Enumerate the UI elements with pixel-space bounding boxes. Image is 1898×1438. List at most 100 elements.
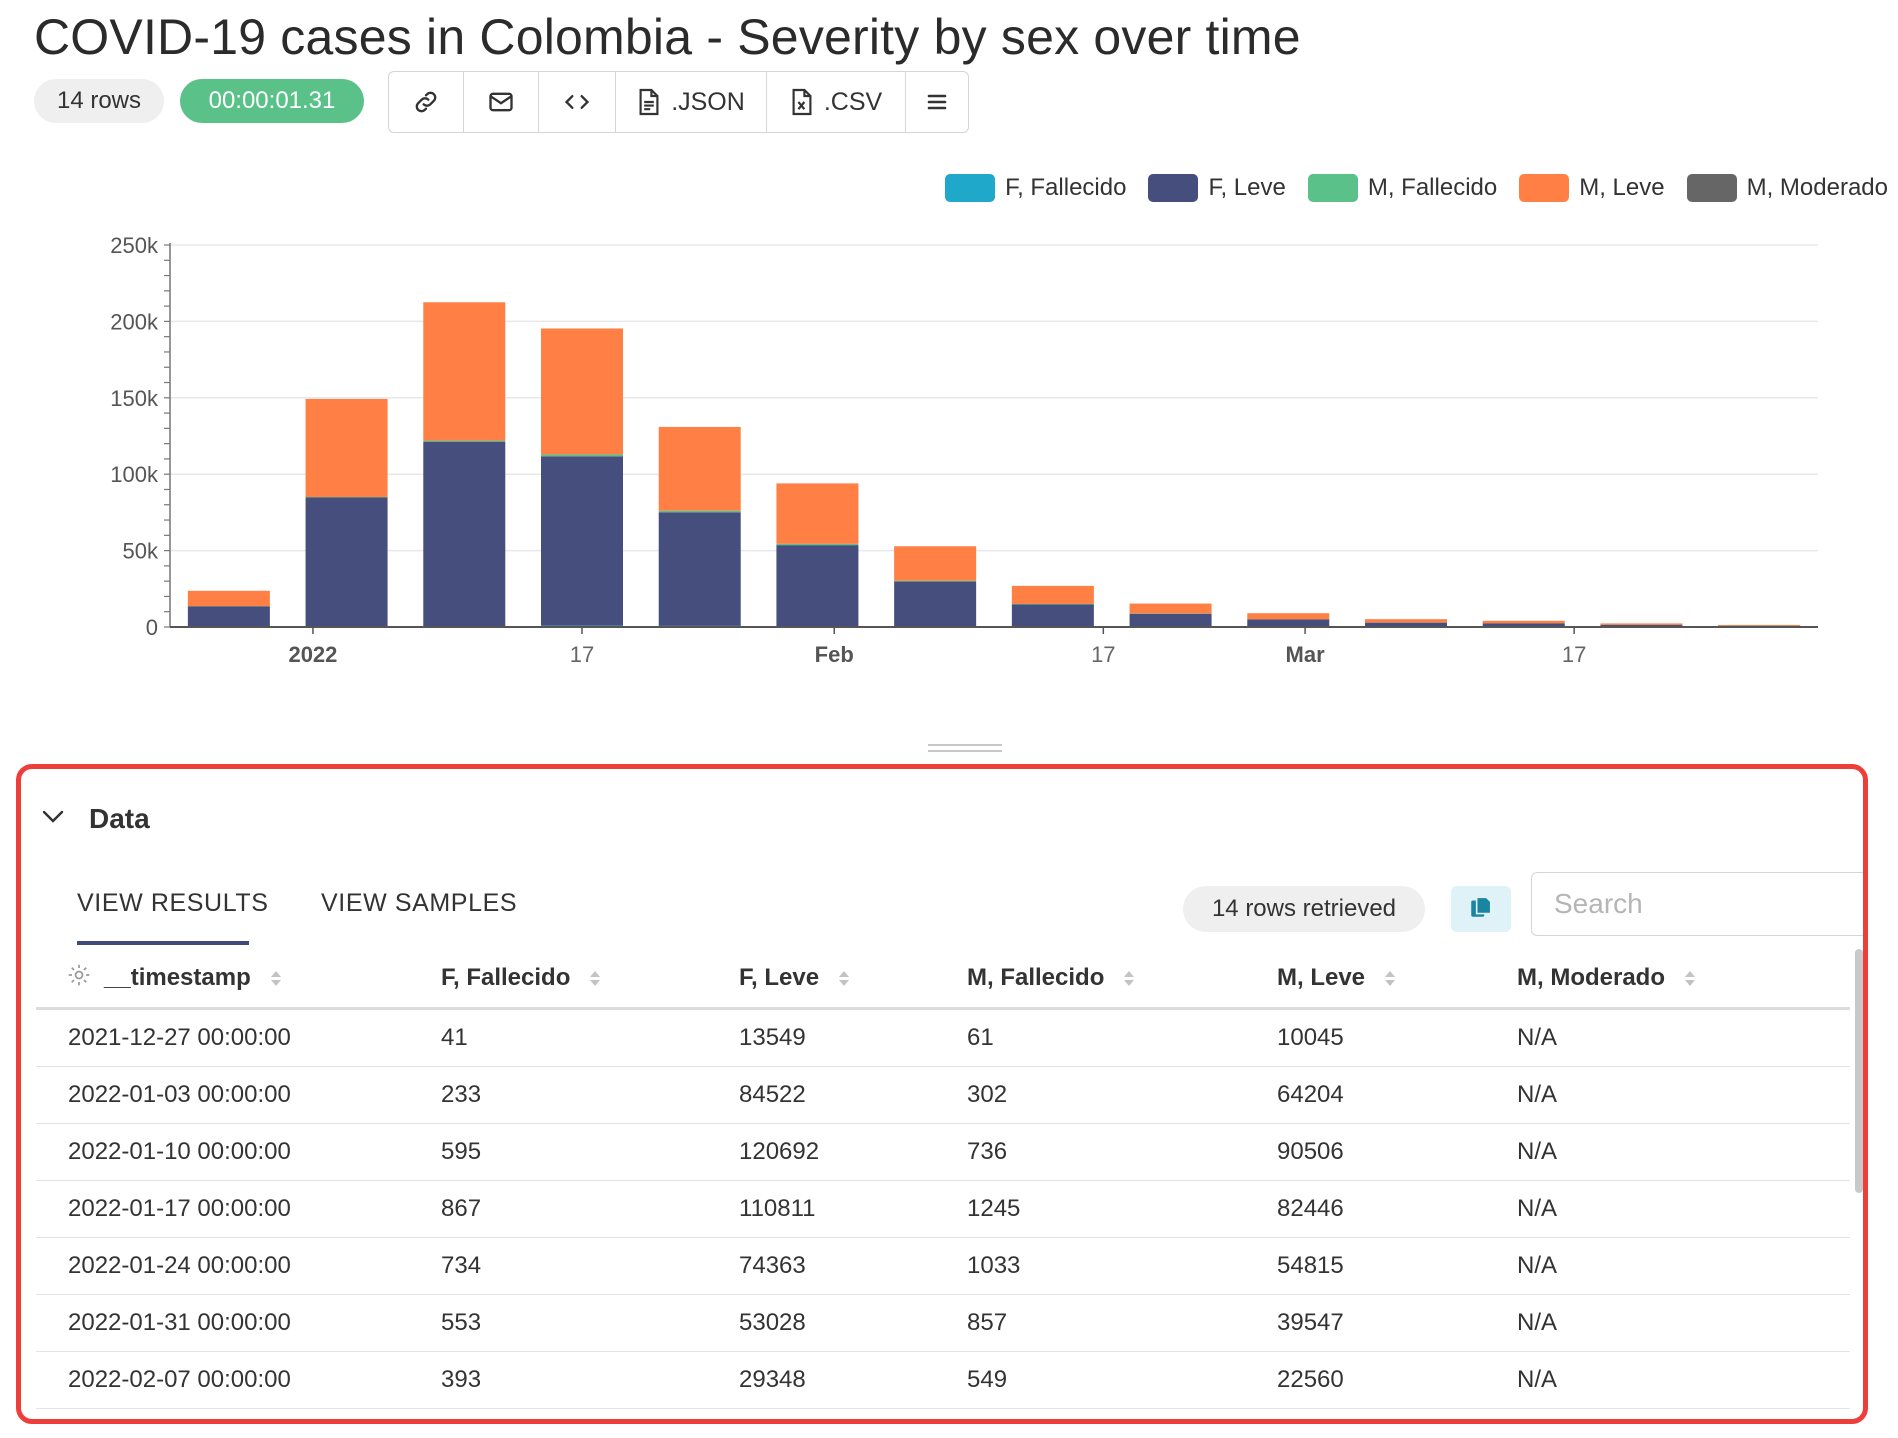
- y-tick-label: 200k: [110, 309, 159, 334]
- tab-view-results[interactable]: VIEW RESULTS: [77, 889, 269, 917]
- cell-value: 734: [441, 1237, 739, 1295]
- cell-value: 22560: [1277, 1351, 1517, 1409]
- x-tick-label: Feb: [815, 642, 854, 667]
- sort-icon[interactable]: [1124, 970, 1135, 986]
- table-row: 2022-01-31 00:00:00 553 53028 857 39547 …: [36, 1294, 1850, 1352]
- cell-value: 867: [441, 1180, 739, 1238]
- bar-segment: [894, 581, 977, 627]
- cell-value: 54815: [1277, 1237, 1517, 1295]
- cell-value: 13549: [739, 1008, 967, 1067]
- column-header-label: M, Leve: [1277, 964, 1366, 991]
- bar-segment: [1011, 585, 1094, 604]
- row-count-badge: 14 rows: [34, 79, 164, 123]
- cell-value: 857: [967, 1294, 1277, 1352]
- sort-icon[interactable]: [1385, 970, 1396, 986]
- bar-segment: [1247, 619, 1330, 627]
- chart-toolbar: .JSON .CSV: [388, 71, 969, 133]
- table-scrollbar[interactable]: [1855, 949, 1863, 1193]
- page-title: COVID-19 cases in Colombia - Severity by…: [34, 9, 1301, 65]
- export-json-button[interactable]: .JSON: [616, 72, 767, 132]
- table-row: 2022-01-17 00:00:00 867 110811 1245 8244…: [36, 1180, 1850, 1238]
- column-header-f-fallecido[interactable]: F, Fallecido: [441, 949, 739, 1010]
- legend-item[interactable]: F, Leve: [1148, 174, 1286, 202]
- data-panel: Data VIEW RESULTS VIEW SAMPLES 14 rows r…: [16, 764, 1868, 1424]
- bar-segment: [776, 545, 859, 627]
- sort-icon[interactable]: [590, 970, 601, 986]
- bar-segment: [1247, 613, 1330, 620]
- data-panel-header[interactable]: Data: [41, 803, 150, 835]
- cell-value: 553: [441, 1294, 739, 1352]
- column-header-f-leve[interactable]: F, Leve: [739, 949, 967, 1010]
- legend-item[interactable]: M, Leve: [1519, 174, 1665, 202]
- cell-value: 74363: [739, 1237, 967, 1295]
- column-header-m-fallecido[interactable]: M, Fallecido: [967, 949, 1277, 1010]
- cell-value: 90506: [1277, 1123, 1517, 1181]
- active-tab-indicator: [77, 941, 249, 945]
- spreadsheet-icon: [790, 87, 814, 117]
- y-tick-label: 0: [146, 615, 158, 640]
- table-row: 2022-01-03 00:00:00 233 84522 302 64204 …: [36, 1066, 1850, 1124]
- search-input[interactable]: [1531, 872, 1863, 936]
- code-icon: [562, 88, 592, 116]
- chevron-down-icon[interactable]: [41, 809, 65, 830]
- embed-code-button[interactable]: [539, 72, 616, 132]
- cell-value: 393: [441, 1351, 739, 1409]
- bar-segment: [305, 496, 388, 498]
- copy-to-clipboard-button[interactable]: [1451, 886, 1511, 932]
- cell-value: N/A: [1517, 1237, 1850, 1295]
- legend-swatch: [1148, 174, 1199, 202]
- sort-icon[interactable]: [839, 970, 850, 986]
- legend-label: M, Fallecido: [1367, 174, 1498, 201]
- cell-value: 10045: [1277, 1008, 1517, 1067]
- sort-icon[interactable]: [1685, 970, 1695, 986]
- cell-value: N/A: [1517, 1351, 1850, 1409]
- legend-item[interactable]: M, Moderado: [1686, 174, 1888, 202]
- column-header-label: F, Fallecido: [441, 964, 571, 991]
- table-header-row: __timestamp F, Fallecido F, Leve M, Fall…: [36, 949, 1850, 1010]
- more-options-button[interactable]: [906, 72, 968, 132]
- bar-segment: [658, 426, 741, 511]
- bar-segment: [776, 543, 859, 546]
- data-panel-title: Data: [89, 803, 150, 834]
- column-header-timestamp[interactable]: __timestamp: [36, 949, 441, 1010]
- legend-swatch: [945, 174, 996, 202]
- file-icon: [637, 87, 661, 117]
- cell-value: 82446: [1277, 1180, 1517, 1238]
- bar-segment: [187, 606, 270, 627]
- cell-timestamp: 2022-02-07 00:00:00: [36, 1351, 441, 1409]
- legend-item[interactable]: F, Fallecido: [945, 174, 1126, 202]
- legend-item[interactable]: M, Fallecido: [1307, 174, 1498, 202]
- results-table: __timestamp F, Fallecido F, Leve M, Fall…: [36, 949, 1850, 1409]
- export-csv-label: .CSV: [823, 87, 883, 116]
- column-header-label: F, Leve: [739, 964, 820, 991]
- export-json-label: .JSON: [671, 87, 745, 116]
- export-csv-button[interactable]: .CSV: [767, 72, 906, 132]
- cell-timestamp: 2022-01-03 00:00:00: [36, 1066, 441, 1124]
- copy-link-button[interactable]: [389, 72, 464, 132]
- query-timer-badge: 00:00:01.31: [180, 79, 364, 123]
- cell-value: 53028: [739, 1294, 967, 1352]
- tab-view-samples[interactable]: VIEW SAMPLES: [321, 889, 518, 917]
- bar-segment: [1129, 603, 1212, 614]
- bar-segment: [423, 440, 506, 442]
- table-row: 2022-02-07 00:00:00 393 29348 549 22560 …: [36, 1351, 1850, 1409]
- gear-icon[interactable]: [66, 962, 92, 995]
- bar-segment: [894, 580, 977, 582]
- bar-segment: [1365, 619, 1447, 623]
- cell-value: 120692: [739, 1123, 967, 1181]
- bar-segment: [541, 454, 623, 457]
- cell-value: 1245: [967, 1180, 1277, 1238]
- column-header-label: M, Fallecido: [967, 964, 1105, 991]
- column-header-m-moderado[interactable]: M, Moderado: [1517, 949, 1850, 1010]
- column-header-m-leve[interactable]: M, Leve: [1277, 949, 1517, 1010]
- bar-segment: [1600, 624, 1683, 627]
- sort-icon[interactable]: [270, 970, 281, 986]
- bar-segment: [894, 546, 977, 581]
- bar-segment: [1482, 620, 1565, 624]
- resize-handle[interactable]: [928, 744, 1002, 754]
- share-email-button[interactable]: [464, 72, 539, 132]
- table-row: 2021-12-27 00:00:00 41 13549 61 10045 N/…: [36, 1008, 1850, 1067]
- cell-value: 39547: [1277, 1294, 1517, 1352]
- stacked-bar-chart: 0 50k 100k 150k 200k 250k 2022 17 Feb 17 Mar 17: [110, 233, 1818, 667]
- cell-value: N/A: [1517, 1180, 1850, 1238]
